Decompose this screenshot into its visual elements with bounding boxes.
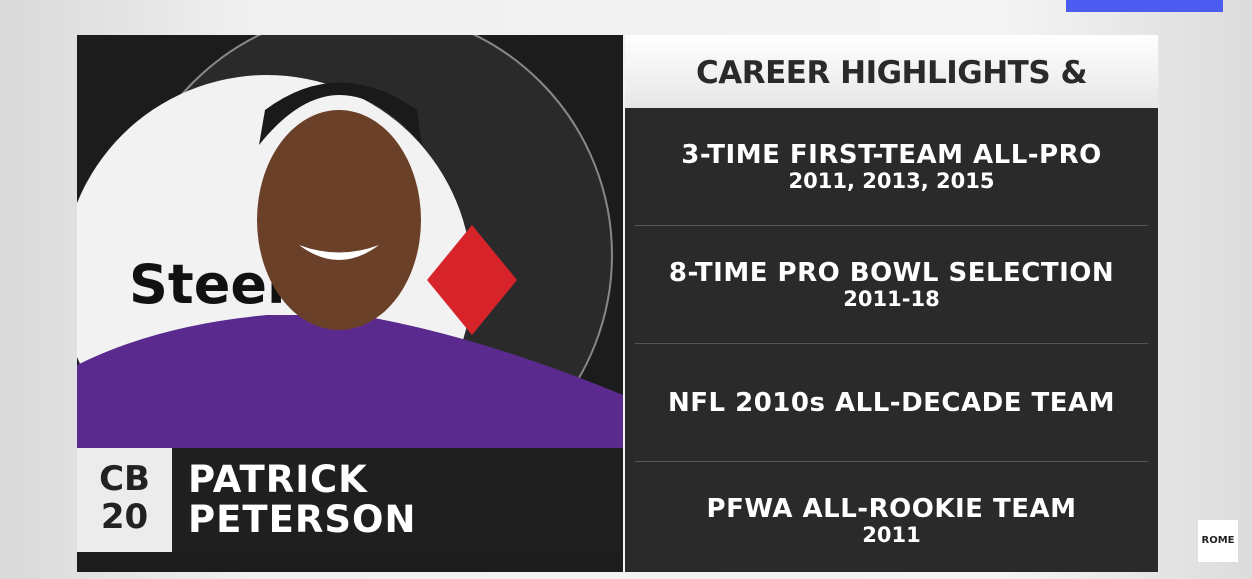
highlight-item: 8-TIME PRO BOWL SELECTION 2011-18	[625, 226, 1158, 343]
highlight-detail: 2011, 2013, 2015	[788, 168, 995, 193]
player-panel: Steele CB 20 PATRICK PETERSON	[77, 35, 623, 572]
player-art: Steele	[77, 35, 623, 501]
hair	[259, 82, 422, 145]
smile	[299, 245, 379, 260]
name-box: PATRICK PETERSON	[172, 448, 623, 552]
last-name: PETERSON	[188, 498, 417, 541]
highlight-title: 3-TIME FIRST-TEAM ALL-PRO	[681, 139, 1102, 170]
highlight-item: NFL 2010s ALL-DECADE TEAM	[625, 344, 1158, 461]
separator	[635, 461, 1148, 462]
head	[257, 110, 421, 330]
highlight-detail: 2011-18	[843, 286, 940, 311]
number-box: CB 20	[77, 448, 172, 552]
panel-title: CAREER HIGHLIGHTS & AWARDS	[625, 35, 1158, 167]
logo-diamond	[427, 225, 517, 335]
highlight-item: 3-TIME FIRST-TEAM ALL-PRO 2011, 2013, 201…	[625, 108, 1158, 225]
top-bar	[1066, 0, 1223, 12]
highlight-title: NFL 2010s ALL-DECADE TEAM	[667, 387, 1115, 418]
highlight-title: 8-TIME PRO BOWL SELECTION	[668, 257, 1115, 288]
position: CB	[99, 459, 150, 499]
separator	[635, 343, 1148, 344]
jersey	[77, 315, 623, 448]
first-name: PATRICK	[188, 458, 368, 501]
highlight-detail: 2011	[862, 522, 921, 547]
watermark: ROME	[1198, 520, 1238, 562]
highlights-panel: CAREER HIGHLIGHTS & AWARDS 3-TIME FIRST-…	[625, 35, 1158, 572]
highlight-title: PFWA ALL-ROOKIE TEAM	[706, 493, 1077, 524]
highlight-item: PFWA ALL-ROOKIE TEAM 2011	[625, 462, 1158, 579]
jersey-number: 20	[100, 497, 149, 537]
separator	[635, 225, 1148, 226]
